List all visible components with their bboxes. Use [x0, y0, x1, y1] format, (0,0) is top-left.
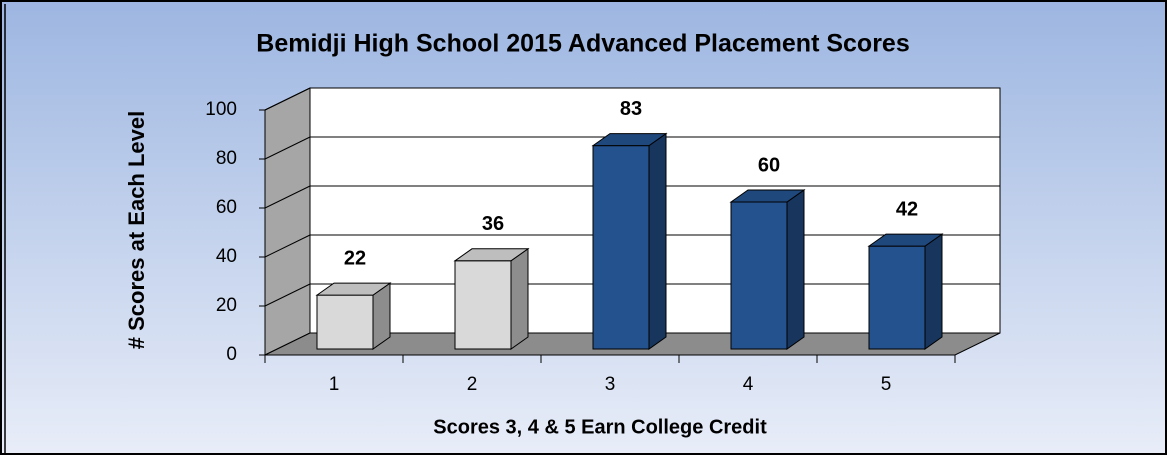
y-tick-label: 100 [205, 99, 237, 120]
bar-top-shade [317, 283, 390, 296]
bar-top-shade [593, 133, 666, 146]
value-label: 60 [758, 154, 780, 176]
x-tick-label: 2 [467, 374, 478, 395]
value-label: 36 [482, 213, 504, 235]
bar-front [592, 145, 650, 350]
x-tick-label: 4 [743, 374, 754, 395]
grid-line [264, 283, 311, 307]
value-label: 22 [344, 247, 366, 269]
left-wall [264, 87, 311, 356]
bar-side-shade [925, 234, 942, 349]
bar-front [730, 201, 788, 350]
y-tick-label: 0 [226, 344, 237, 365]
x-tick-label: 1 [329, 374, 340, 395]
bar-side-shade [373, 283, 390, 349]
bar-side-shade [649, 133, 666, 349]
bar-top-shade [869, 234, 942, 247]
y-tick-label: 60 [216, 197, 237, 218]
grid-line [264, 87, 311, 111]
y-axis-label: # Scores at Each Level [124, 111, 149, 349]
grid-line [264, 136, 311, 160]
bar-top-shade [731, 190, 804, 202]
bar-side-shade [787, 190, 804, 349]
bar-front [454, 260, 512, 350]
y-tick-label: 20 [216, 295, 237, 316]
bar-front [316, 294, 374, 350]
bar-front [868, 245, 926, 350]
value-label: 42 [896, 198, 918, 220]
x-tick-label: 5 [881, 374, 892, 395]
bar-side-shade [511, 248, 528, 349]
grid-line [264, 185, 311, 209]
bar-top [867, 233, 944, 247]
y-tick-label: 40 [216, 246, 237, 267]
x-tick-label: 3 [605, 374, 616, 395]
bar-top [453, 248, 530, 262]
bar-top [591, 133, 668, 147]
bar-top [315, 282, 392, 296]
chart-title: Bemidji High School 2015 Advanced Placem… [256, 30, 909, 58]
grid-line [264, 234, 311, 258]
value-label: 83 [620, 98, 642, 120]
x-axis-label: Scores 3, 4 & 5 Earn College Credit [433, 416, 767, 438]
y-tick-label: 80 [216, 148, 237, 169]
bar-top-shade [455, 248, 528, 261]
bar-top [729, 189, 806, 203]
